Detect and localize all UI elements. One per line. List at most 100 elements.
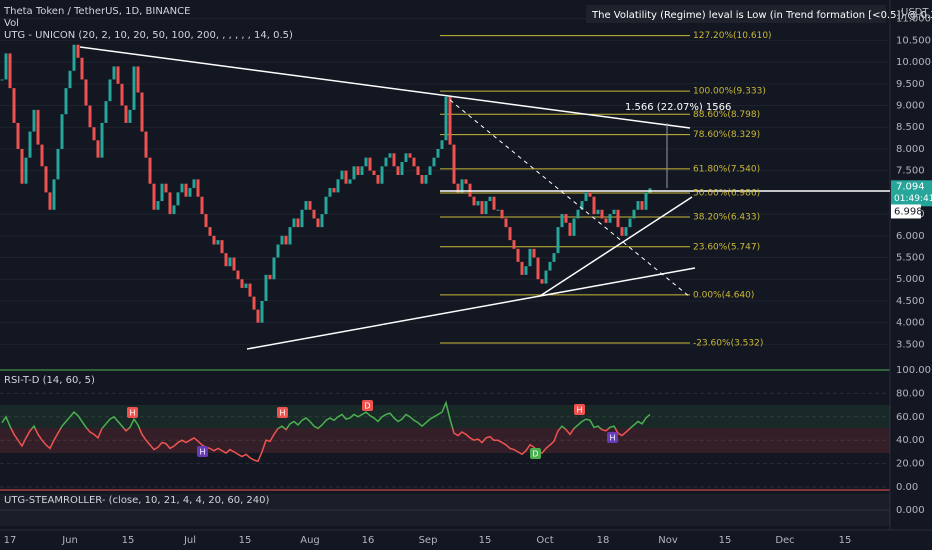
y-tick-label: 5.500 — [896, 253, 925, 264]
y-tick-label: 80.00 — [896, 388, 925, 399]
candle — [560, 214, 564, 228]
candle — [48, 192, 52, 210]
candle — [292, 218, 296, 228]
candle — [536, 257, 540, 280]
x-tick-label: 15 — [479, 535, 492, 546]
candle — [212, 235, 216, 245]
candle — [428, 166, 432, 176]
candle — [8, 53, 12, 89]
candle — [228, 257, 232, 267]
candle — [256, 309, 260, 323]
candle — [460, 179, 464, 193]
candle — [128, 109, 132, 123]
candle — [300, 209, 304, 228]
candle — [168, 192, 172, 215]
pattern-label: H — [199, 448, 205, 457]
trend-line — [539, 267, 696, 297]
candle — [140, 92, 144, 132]
y-tick-label: 7.500 — [896, 166, 925, 177]
price-box — [891, 180, 932, 207]
x-tick-label: Jul — [183, 535, 196, 546]
fib-label: 127.20%(10.610) — [693, 31, 772, 41]
x-tick-label: Sep — [419, 535, 438, 546]
y-tick-label: 0.000 — [896, 505, 925, 516]
candle — [432, 157, 436, 167]
y-tick-label: 9.000 — [896, 101, 925, 112]
candle — [184, 183, 188, 197]
candle — [620, 227, 624, 236]
candle — [484, 201, 488, 215]
trend-line — [246, 295, 541, 350]
candle — [380, 166, 384, 184]
candle — [644, 192, 648, 210]
candle — [268, 274, 272, 280]
candle — [500, 209, 504, 219]
candle — [516, 248, 520, 262]
pattern-label: H — [279, 409, 285, 418]
candle — [348, 179, 352, 184]
y-tick-label: 20.00 — [896, 459, 925, 470]
candle — [336, 179, 340, 193]
trend-lines — [79, 46, 890, 350]
candle — [24, 157, 28, 184]
pattern-label: D — [532, 450, 538, 459]
volume-label: Vol — [4, 18, 19, 29]
pattern-box — [362, 400, 373, 411]
candle — [412, 157, 416, 167]
candle — [192, 179, 196, 189]
y-tick-label: 6.000 — [896, 231, 925, 242]
candle — [372, 170, 376, 176]
candle — [528, 248, 532, 267]
x-tick-label: Aug — [300, 535, 320, 546]
candle — [108, 79, 112, 102]
candle — [640, 201, 644, 210]
fib-label: -23.60%(3.532) — [693, 338, 763, 348]
candle — [76, 44, 80, 58]
candle — [320, 214, 324, 228]
candle — [424, 175, 428, 184]
candle — [464, 179, 468, 184]
candle — [200, 196, 204, 215]
trend-line — [79, 46, 691, 129]
pattern-box — [574, 404, 585, 415]
candle — [104, 101, 108, 123]
candle — [504, 218, 508, 228]
x-tick-label: 16 — [362, 535, 375, 546]
last-price: 7.094 — [896, 181, 925, 192]
candle — [44, 166, 48, 193]
candle — [632, 209, 636, 219]
candle — [392, 153, 396, 167]
candle — [496, 209, 500, 211]
y-tick-label: 4.000 — [896, 318, 925, 329]
candle — [204, 214, 208, 228]
candle — [524, 266, 528, 275]
candle — [276, 244, 280, 258]
fib-label: 50.00%(6.986) — [693, 188, 760, 198]
candle — [148, 157, 152, 184]
y-tick-label: 40.00 — [896, 435, 925, 446]
price-box — [891, 204, 921, 219]
candle — [216, 240, 220, 245]
x-tick-label: Dec — [775, 535, 794, 546]
candle — [40, 144, 44, 167]
trend-line — [539, 196, 693, 297]
candle — [540, 279, 544, 284]
candle — [564, 214, 568, 223]
candle — [60, 114, 64, 149]
candle — [36, 109, 40, 145]
candle — [388, 153, 392, 158]
pattern-box — [607, 432, 618, 443]
candle — [636, 201, 640, 210]
candle — [288, 227, 292, 245]
candle — [612, 209, 616, 215]
grid — [0, 18, 890, 511]
candle — [56, 148, 60, 180]
rsi-band — [0, 405, 890, 428]
candle — [352, 166, 356, 180]
fib-label: 0.00%(4.640) — [693, 290, 754, 300]
candle — [180, 183, 184, 193]
candle — [116, 66, 120, 84]
candle — [304, 201, 308, 210]
